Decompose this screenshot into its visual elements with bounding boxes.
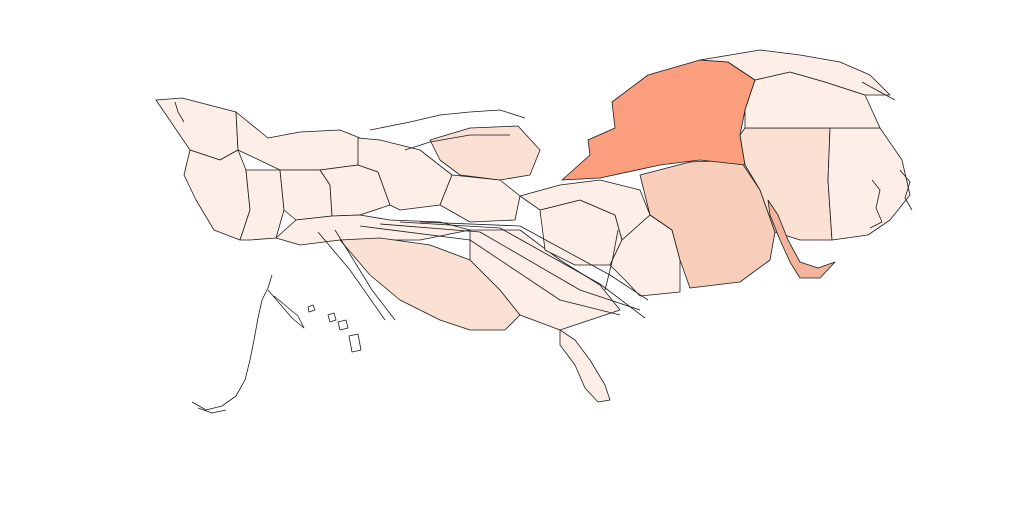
region-central-a[interactable] xyxy=(439,174,521,223)
coastline-fragments xyxy=(174,81,913,321)
region-central-b[interactable] xyxy=(275,214,471,246)
region-cape[interactable] xyxy=(767,199,836,279)
region-plains-c[interactable] xyxy=(357,137,453,211)
region-lakes[interactable] xyxy=(429,125,541,181)
region-northwest-b[interactable] xyxy=(235,111,361,171)
region-west-a[interactable] xyxy=(183,149,251,241)
region-plains-a[interactable] xyxy=(279,169,333,221)
region-south-texas[interactable] xyxy=(339,237,521,331)
region-newengland-d[interactable] xyxy=(699,49,891,96)
alaska-outline xyxy=(191,274,305,414)
region-northwest-a[interactable] xyxy=(155,97,239,161)
region-newengland-b[interactable] xyxy=(827,127,911,241)
hawaii-outline xyxy=(307,304,362,353)
region-northeast-max[interactable] xyxy=(561,59,756,181)
region-florida[interactable] xyxy=(559,329,611,403)
